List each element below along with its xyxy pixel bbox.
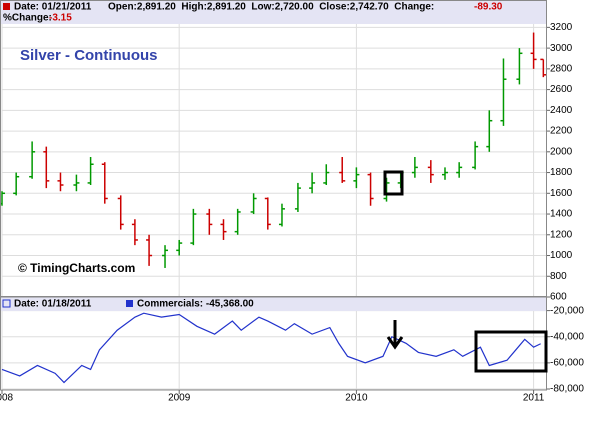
y-tick-label: 2000 [550, 146, 573, 157]
x-tick-label: 2008 [0, 393, 14, 404]
lower-series-label: Commercials: -45,368.00 [137, 299, 254, 310]
lower-date: Date: 01/18/2011 [14, 299, 92, 310]
legend-swatch [126, 300, 133, 307]
chart-title: Silver - Continuous [20, 47, 158, 64]
marks [0, 32, 547, 384]
line-series [1, 312, 541, 384]
header-pct-label: %Change: [3, 13, 52, 24]
lower-icon [2, 299, 11, 308]
header-change: -89.30 [474, 2, 503, 13]
y-tick-label: 1600 [550, 188, 573, 199]
lower-header-band [0, 297, 546, 311]
y-tick-label: 2200 [550, 126, 573, 137]
y-tick-label: 1400 [550, 209, 573, 220]
y-tick-label: -60,000 [550, 358, 584, 369]
x-tick-label: 2009 [168, 393, 191, 404]
y-tick-label: 2800 [550, 63, 573, 74]
arrow [386, 320, 404, 350]
y-tick-label: 600 [550, 292, 567, 303]
x-tick-label: 2011 [523, 393, 545, 404]
y-tick-label: 800 [550, 271, 567, 282]
header-ohlc: Open:2,891.20 High:2,891.20 Low:2,720.00… [108, 2, 434, 13]
header-icon [3, 3, 10, 10]
x-tick-label: 2010 [345, 393, 368, 404]
y-tick-label: 1200 [550, 229, 573, 240]
grid [1, 3, 550, 390]
y-tick-label: 3200 [550, 22, 573, 33]
watermark: © TimingCharts.com [18, 261, 135, 275]
y-tick-label: -20,000 [550, 305, 584, 316]
y-tick-label: 2400 [550, 105, 573, 116]
highlight-box [383, 170, 404, 196]
y-tick-label: 3000 [550, 43, 573, 54]
highlight-box [474, 330, 548, 373]
y-tick-label: 1800 [550, 167, 573, 178]
y-tick-label: 1000 [550, 250, 573, 261]
header-band [0, 0, 546, 24]
y-tick-label: -80,000 [550, 384, 584, 395]
header-pct: -3.15 [49, 13, 72, 24]
header-date: Date: 01/21/2011 [14, 2, 92, 13]
y-tick-label: 2600 [550, 84, 573, 95]
y-tick-label: -40,000 [550, 331, 584, 342]
